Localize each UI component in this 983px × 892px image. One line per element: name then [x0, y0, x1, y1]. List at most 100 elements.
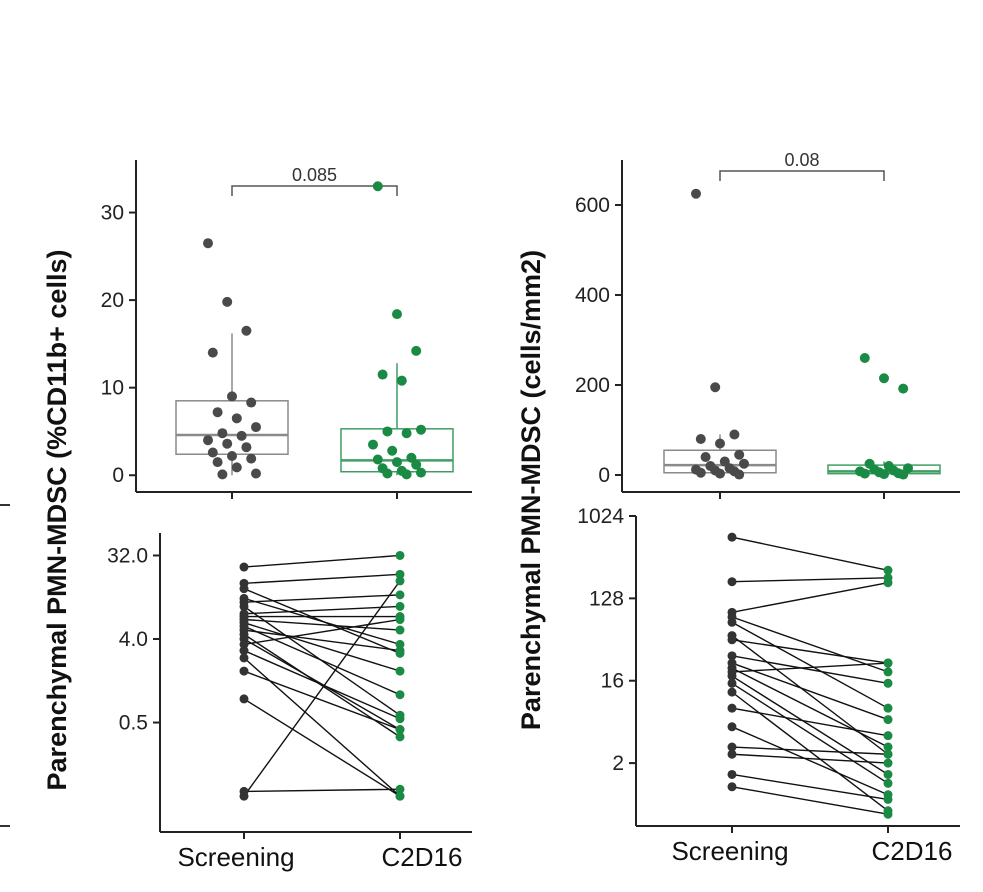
data-point: [236, 430, 247, 441]
data-point-screening: [239, 562, 249, 572]
panel-left-top: 0 10 20 30 0.085: [101, 160, 472, 499]
data-point: [411, 459, 422, 470]
data-point: [222, 438, 233, 449]
data-point: [207, 447, 218, 458]
data-point: [401, 469, 412, 480]
data-point-screening: [727, 769, 737, 779]
pair-line: [731, 662, 889, 673]
data-point-c2d16: [883, 703, 893, 713]
pair-line: [731, 662, 889, 721]
data-point: [859, 468, 870, 479]
data-point: [212, 457, 223, 468]
pair-line: [243, 657, 401, 797]
data-point-c2d16: [883, 749, 893, 759]
pair-line: [243, 580, 401, 797]
pair-line: [731, 616, 889, 673]
pair-line: [731, 707, 889, 737]
data-point-screening: [727, 782, 737, 792]
data-point: [729, 429, 740, 440]
data-point: [251, 468, 261, 479]
data-point: [715, 468, 725, 479]
y-tick-label: 10: [101, 377, 124, 400]
data-point: [695, 467, 706, 478]
pair-line: [731, 773, 889, 801]
data-point: [898, 383, 909, 394]
data-point-screening: [239, 666, 249, 676]
pair-line: [731, 786, 889, 815]
data-point-screening: [727, 532, 737, 542]
data-point-screening: [239, 584, 249, 594]
y-tick-label: 20: [101, 289, 124, 312]
pvalue-label: 0.085: [292, 165, 337, 185]
pair-line: [243, 649, 401, 720]
pair-line: [731, 746, 889, 755]
data-point: [392, 309, 402, 320]
data-point-c2d16: [395, 791, 405, 801]
pair-line: [243, 622, 401, 672]
data-point: [246, 453, 257, 464]
data-point-c2d16: [395, 569, 405, 579]
pair-line: [243, 625, 401, 696]
pair-line: [731, 655, 889, 684]
data-point: [231, 462, 242, 473]
data-point-screening: [239, 653, 249, 663]
data-point-c2d16: [883, 578, 893, 588]
data-point-screening: [727, 678, 737, 688]
data-point-c2d16: [883, 769, 893, 779]
y-axis-title-left: Parenchymal PMN-MDSC (%CD11b+ cells): [42, 250, 72, 791]
y-tick-label: 16: [601, 670, 624, 693]
data-point: [416, 467, 426, 478]
category-label: Screening: [671, 836, 788, 866]
data-point: [710, 382, 721, 393]
data-point: [734, 449, 745, 460]
data-point-screening: [727, 671, 737, 681]
pair-line: [731, 639, 889, 664]
data-point-c2d16: [883, 778, 893, 788]
y-tick-label: 600: [575, 194, 610, 217]
data-point: [382, 426, 393, 437]
pair-line: [731, 753, 889, 764]
y-tick-label: 2: [612, 752, 624, 775]
panel-right-top: 0 200 400 600 0.08: [575, 150, 960, 499]
panel-right-bottom: 2 16 128 1024 Screening C2D16: [577, 505, 960, 866]
data-point: [700, 452, 711, 462]
data-point-screening: [727, 617, 737, 627]
data-point: [898, 469, 909, 480]
data-point-screening: [727, 651, 737, 661]
data-point: [222, 296, 233, 307]
data-point-c2d16: [883, 794, 893, 804]
data-point-screening: [239, 646, 249, 656]
data-point-screening: [727, 577, 737, 587]
pair-line: [731, 691, 889, 812]
data-point-screening: [727, 742, 737, 752]
data-point: [416, 424, 426, 435]
data-point: [217, 428, 228, 439]
data-point-c2d16: [883, 715, 893, 725]
data-point: [227, 450, 237, 461]
data-point-c2d16: [883, 667, 893, 677]
data-point-screening: [727, 722, 737, 732]
data-point: [739, 458, 749, 469]
data-point-screening: [727, 703, 737, 713]
data-point-screening: [239, 639, 249, 649]
pair-line: [731, 621, 889, 709]
data-point: [246, 397, 257, 408]
y-tick-label: 200: [575, 374, 610, 397]
pair-line: [243, 594, 401, 603]
box: [175, 400, 289, 455]
data-point: [372, 454, 383, 465]
data-point: [396, 375, 407, 386]
pair-line: [731, 577, 889, 583]
data-point-c2d16: [395, 601, 405, 611]
data-point: [411, 345, 422, 356]
data-point-c2d16: [883, 809, 893, 819]
data-point: [231, 413, 242, 424]
data-point: [372, 181, 383, 192]
data-point: [241, 325, 252, 336]
data-point: [695, 434, 706, 444]
category-label: C2D16: [382, 842, 463, 872]
data-point: [377, 369, 388, 380]
data-point-c2d16: [395, 690, 405, 700]
pair-line: [243, 618, 401, 646]
